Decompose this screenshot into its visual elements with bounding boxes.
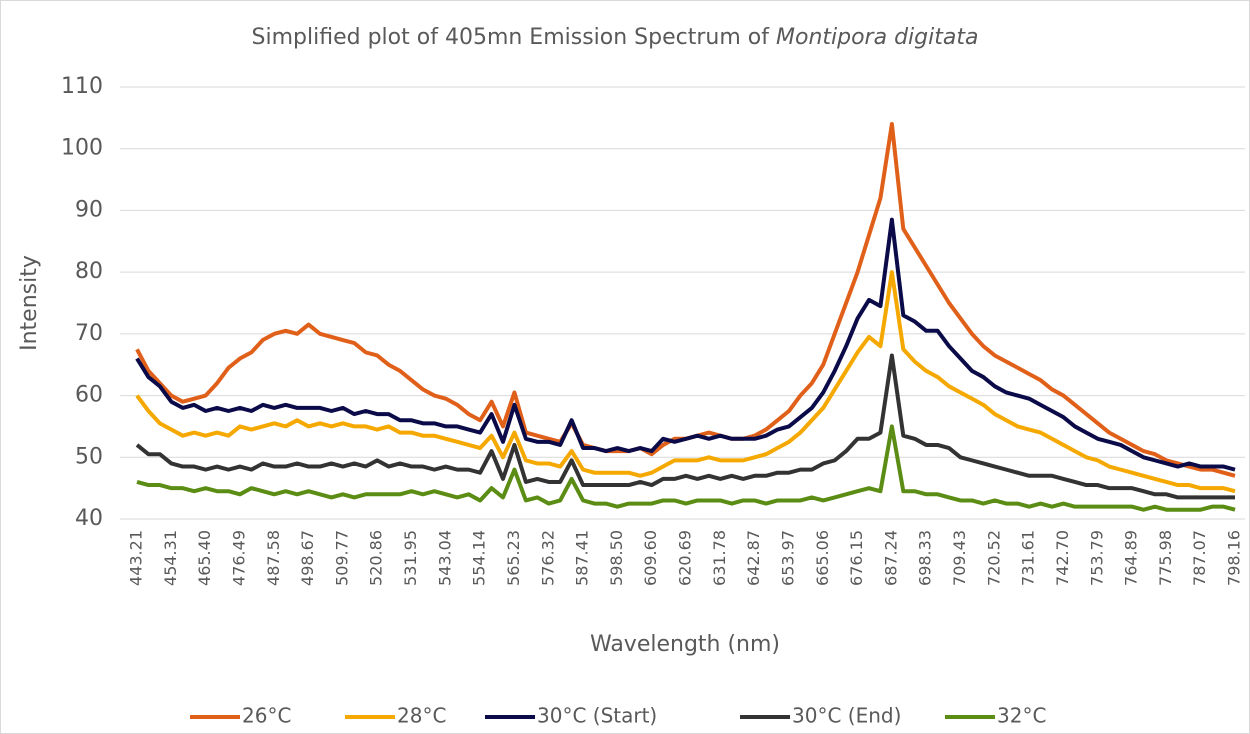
x-tick-label: 487.58 [264,530,283,586]
x-tick-label: 554.14 [470,530,489,586]
x-tick-label: 587.41 [573,530,592,586]
y-tick-label: 40 [75,506,103,531]
y-tick-label: 110 [61,74,103,99]
y-tick-label: 70 [75,321,103,346]
x-tick-label: 676.15 [847,530,866,586]
x-tick-label: 698.33 [916,530,935,586]
series-line [135,217,1236,472]
x-tick-label: 565.23 [504,530,523,586]
y-tick-label: 90 [75,197,103,222]
x-tick-label: 609.60 [641,530,660,586]
x-tick-label: 631.78 [710,530,729,586]
legend-label: 28°C [397,704,446,728]
x-tick-label: 642.87 [744,530,763,586]
y-tick-label: 80 [75,259,103,284]
x-tick-label: 798.16 [1225,530,1244,586]
x-tick-label: 531.95 [401,530,420,586]
legend-label: 32°C [997,704,1046,728]
title-species: Montipora digitata [776,25,978,50]
x-tick-label: 620.69 [676,530,695,586]
series-line [136,424,1236,512]
x-tick-label: 520.86 [367,530,386,586]
x-tick-label: 764.89 [1122,530,1141,586]
x-tick-label: 753.79 [1087,530,1106,586]
x-tick-label: 775.98 [1156,530,1175,586]
y-tick-label: 60 [75,383,103,408]
x-tick-label: 476.49 [229,530,248,586]
x-tick-label: 731.61 [1019,530,1038,586]
series-line [135,270,1236,494]
x-tick-label: 687.24 [881,530,900,586]
x-tick-label: 709.43 [950,530,969,586]
x-tick-label: 509.77 [332,530,351,586]
x-tick-label: 787.07 [1190,530,1209,586]
legend-label: 26°C [242,704,291,728]
x-tick-label: 653.97 [778,530,797,586]
series-line [135,353,1235,500]
x-tick-label: 443.21 [127,530,146,586]
x-tick-label: 454.31 [161,530,180,586]
title-text: Simplified plot of 405mn Emission Spectr… [252,25,771,50]
y-tick-label: 100 [61,136,103,161]
x-tick-label: 465.40 [195,530,214,586]
x-axis-title: Wavelength (nm) [590,632,780,657]
x-tick-label: 576.32 [538,530,557,586]
x-tick-label: 742.70 [1053,530,1072,586]
legend-label: 30°C (Start) [537,704,657,728]
legend-label: 30°C (End) [792,704,901,728]
y-tick-label: 50 [75,444,103,469]
x-tick-label: 543.04 [435,530,454,586]
x-tick-label: 598.50 [607,530,626,586]
x-tick-label: 665.06 [813,530,832,586]
y-axis-title: Intensity [17,255,42,351]
chart-title: Simplified plot of 405mn Emission Spectr… [252,25,979,50]
x-tick-label: 498.67 [298,530,317,586]
x-tick-label: 720.52 [984,530,1003,586]
